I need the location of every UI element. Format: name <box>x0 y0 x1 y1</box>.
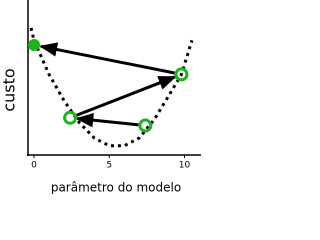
point <box>28 38 41 51</box>
arrow <box>76 75 177 117</box>
x-axis-label: parâmetro do modelo <box>51 181 181 195</box>
arrow <box>39 42 175 75</box>
cost-curve <box>29 27 194 148</box>
chart: custo parâmetro do modelo 0 5 10 <box>0 0 201 195</box>
x-tick-label: 10 <box>179 161 191 171</box>
x-tick-label: 5 <box>106 161 112 171</box>
point <box>138 118 153 133</box>
x-tick-label: 0 <box>31 161 37 171</box>
point <box>174 67 189 82</box>
y-axis-label: custo <box>0 68 19 111</box>
arrow <box>75 113 139 128</box>
point <box>63 110 78 125</box>
